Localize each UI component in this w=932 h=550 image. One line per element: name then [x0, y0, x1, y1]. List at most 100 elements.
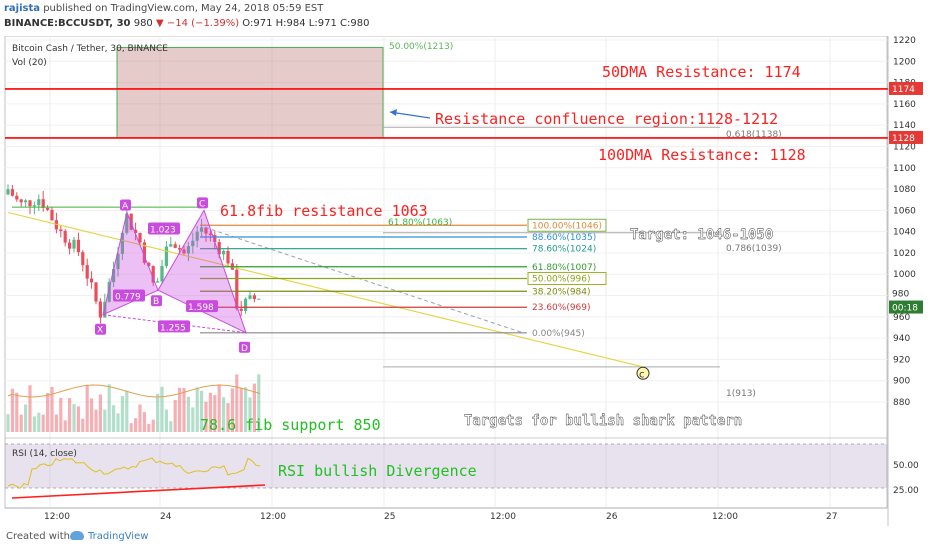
- pattern-point-a: A: [122, 201, 129, 211]
- volume-bar-48: [217, 384, 221, 432]
- volume-bar-22: [103, 409, 107, 432]
- volume-bar-26: [120, 396, 124, 432]
- time-tick-5: 26: [606, 512, 618, 522]
- price-tick-7: 1080: [893, 185, 916, 195]
- volume-bar-1: [10, 388, 14, 432]
- volume-bar-33: [151, 419, 155, 432]
- countdown-badge-bg: [889, 300, 923, 314]
- price-tick-10: 1020: [893, 249, 916, 259]
- volume-bar-6: [32, 416, 36, 432]
- candle-45: [204, 227, 208, 234]
- candle-46: [208, 233, 212, 236]
- volume-bar-35: [160, 386, 164, 432]
- volume-bar-32: [147, 423, 151, 432]
- dma100-annotation: 100DMA Resistance: 1128: [598, 146, 806, 164]
- time-tick-2: 12:00: [260, 512, 286, 522]
- candle-33: [151, 266, 155, 283]
- candle-36: [164, 246, 168, 267]
- publish-text: published on TradingView.com, May 24, 20…: [43, 3, 324, 14]
- shark-annotation: Targets for bullish shark pattern: [464, 413, 742, 429]
- candle-8: [41, 199, 45, 208]
- tradingview-link[interactable]: TradingView: [88, 531, 149, 542]
- fib-618-small-label: 61.80%(1063): [388, 218, 452, 228]
- pattern-xab: [102, 210, 159, 316]
- volume-bar-29: [134, 418, 138, 432]
- volume-bar-41: [186, 396, 190, 432]
- candle-34: [156, 281, 160, 283]
- candle-3: [19, 199, 23, 203]
- volume-bar-10: [50, 386, 54, 432]
- ratio-bg-1: [148, 222, 180, 235]
- price-tick-3: 1160: [893, 100, 916, 110]
- candle-9: [46, 207, 50, 210]
- candle-5: [28, 200, 32, 207]
- volume-bar-9: [46, 393, 50, 432]
- price-tick-4: 1140: [893, 121, 916, 131]
- price-chart[interactable]: c 100.00%(1046) 88.60%(1035) 78.60%(1024) 6…: [0, 36, 932, 526]
- candle-55: [248, 295, 252, 299]
- dma100-badge-bg: [889, 130, 923, 144]
- rsi-tick-1: 25.00: [893, 486, 919, 496]
- volume-bar-19: [90, 398, 94, 432]
- grid-lines: [5, 36, 888, 508]
- volume-bar-14: [68, 398, 72, 432]
- volume-bar-37: [169, 421, 173, 432]
- volume-bar-17: [81, 418, 85, 432]
- volume-bar-18: [85, 385, 89, 432]
- candle-1: [10, 189, 14, 196]
- volume-bar-4: [24, 404, 28, 432]
- time-axis[interactable]: 12:00 24 12:00 25 12:00 26 12:00 27: [5, 507, 887, 522]
- time-tick-1: 24: [160, 512, 172, 522]
- price-axis[interactable]: 1220120011801160114011201100108010601040…: [887, 36, 923, 526]
- candle-17: [81, 252, 85, 266]
- volume-bar-21: [98, 394, 102, 432]
- candle-21: [98, 301, 102, 318]
- volume-bar-12: [59, 397, 63, 432]
- dma50-annotation: 50DMA Resistance: 1174: [602, 63, 801, 81]
- ratio-bg-2: [186, 300, 218, 313]
- candle-39: [178, 247, 182, 250]
- chart-header: rajista published on TradingView.com, Ma…: [0, 0, 932, 36]
- volume-bar-42: [191, 407, 195, 432]
- volume-bar-30: [138, 404, 142, 432]
- created-with: Created with: [6, 531, 70, 542]
- price-tick-14: 940: [893, 334, 910, 344]
- pattern-ratio-3: 1.255: [160, 323, 186, 333]
- pattern-point-bg-2: [151, 295, 162, 307]
- ratio-bg-0: [113, 289, 145, 302]
- price-tick-0: 1220: [893, 36, 916, 46]
- pattern-point-bg-4: [239, 341, 250, 353]
- candle-26: [120, 232, 124, 254]
- fib-level-label-3: 61.80%(1007): [532, 263, 596, 273]
- time-tick-6: 12:00: [712, 512, 738, 522]
- candle-20: [94, 282, 98, 302]
- volume-bar-24: [112, 405, 116, 432]
- candle-14: [68, 242, 72, 249]
- ohlc-values: O:971 H:984 L:971 C:980: [242, 18, 370, 29]
- last-price-badge-bg: [889, 286, 923, 300]
- footer: Created with TradingView: [0, 526, 932, 550]
- volume-bar-43: [195, 387, 199, 432]
- volume-bar-44: [200, 390, 204, 432]
- volume-bar-7: [37, 412, 41, 432]
- pattern-point-bg-1: [120, 199, 131, 211]
- candle-57: [257, 298, 261, 300]
- candle-56: [252, 295, 256, 299]
- candle-10: [50, 209, 54, 221]
- author-name[interactable]: rajista: [4, 3, 41, 14]
- volume-bar-13: [63, 420, 67, 432]
- volume-bar-55: [248, 397, 252, 432]
- volume-bar-27: [125, 390, 129, 432]
- candle-0: [6, 189, 10, 195]
- volume-bar-28: [129, 423, 133, 432]
- volume-bar-57: [257, 374, 261, 432]
- rsi-legend: RSI (14, close): [12, 449, 77, 459]
- publish-line: rajista published on TradingView.com, Ma…: [4, 3, 323, 14]
- volume-ma-line: [7, 384, 261, 398]
- candles: [6, 184, 261, 324]
- candle-7: [37, 199, 41, 206]
- fib-support-annotation: 78.6 fib support 850: [200, 416, 381, 434]
- volume-bar-8: [41, 414, 45, 432]
- fib-level-label-1: 88.60%(1035): [532, 233, 596, 243]
- candle-31: [142, 242, 146, 263]
